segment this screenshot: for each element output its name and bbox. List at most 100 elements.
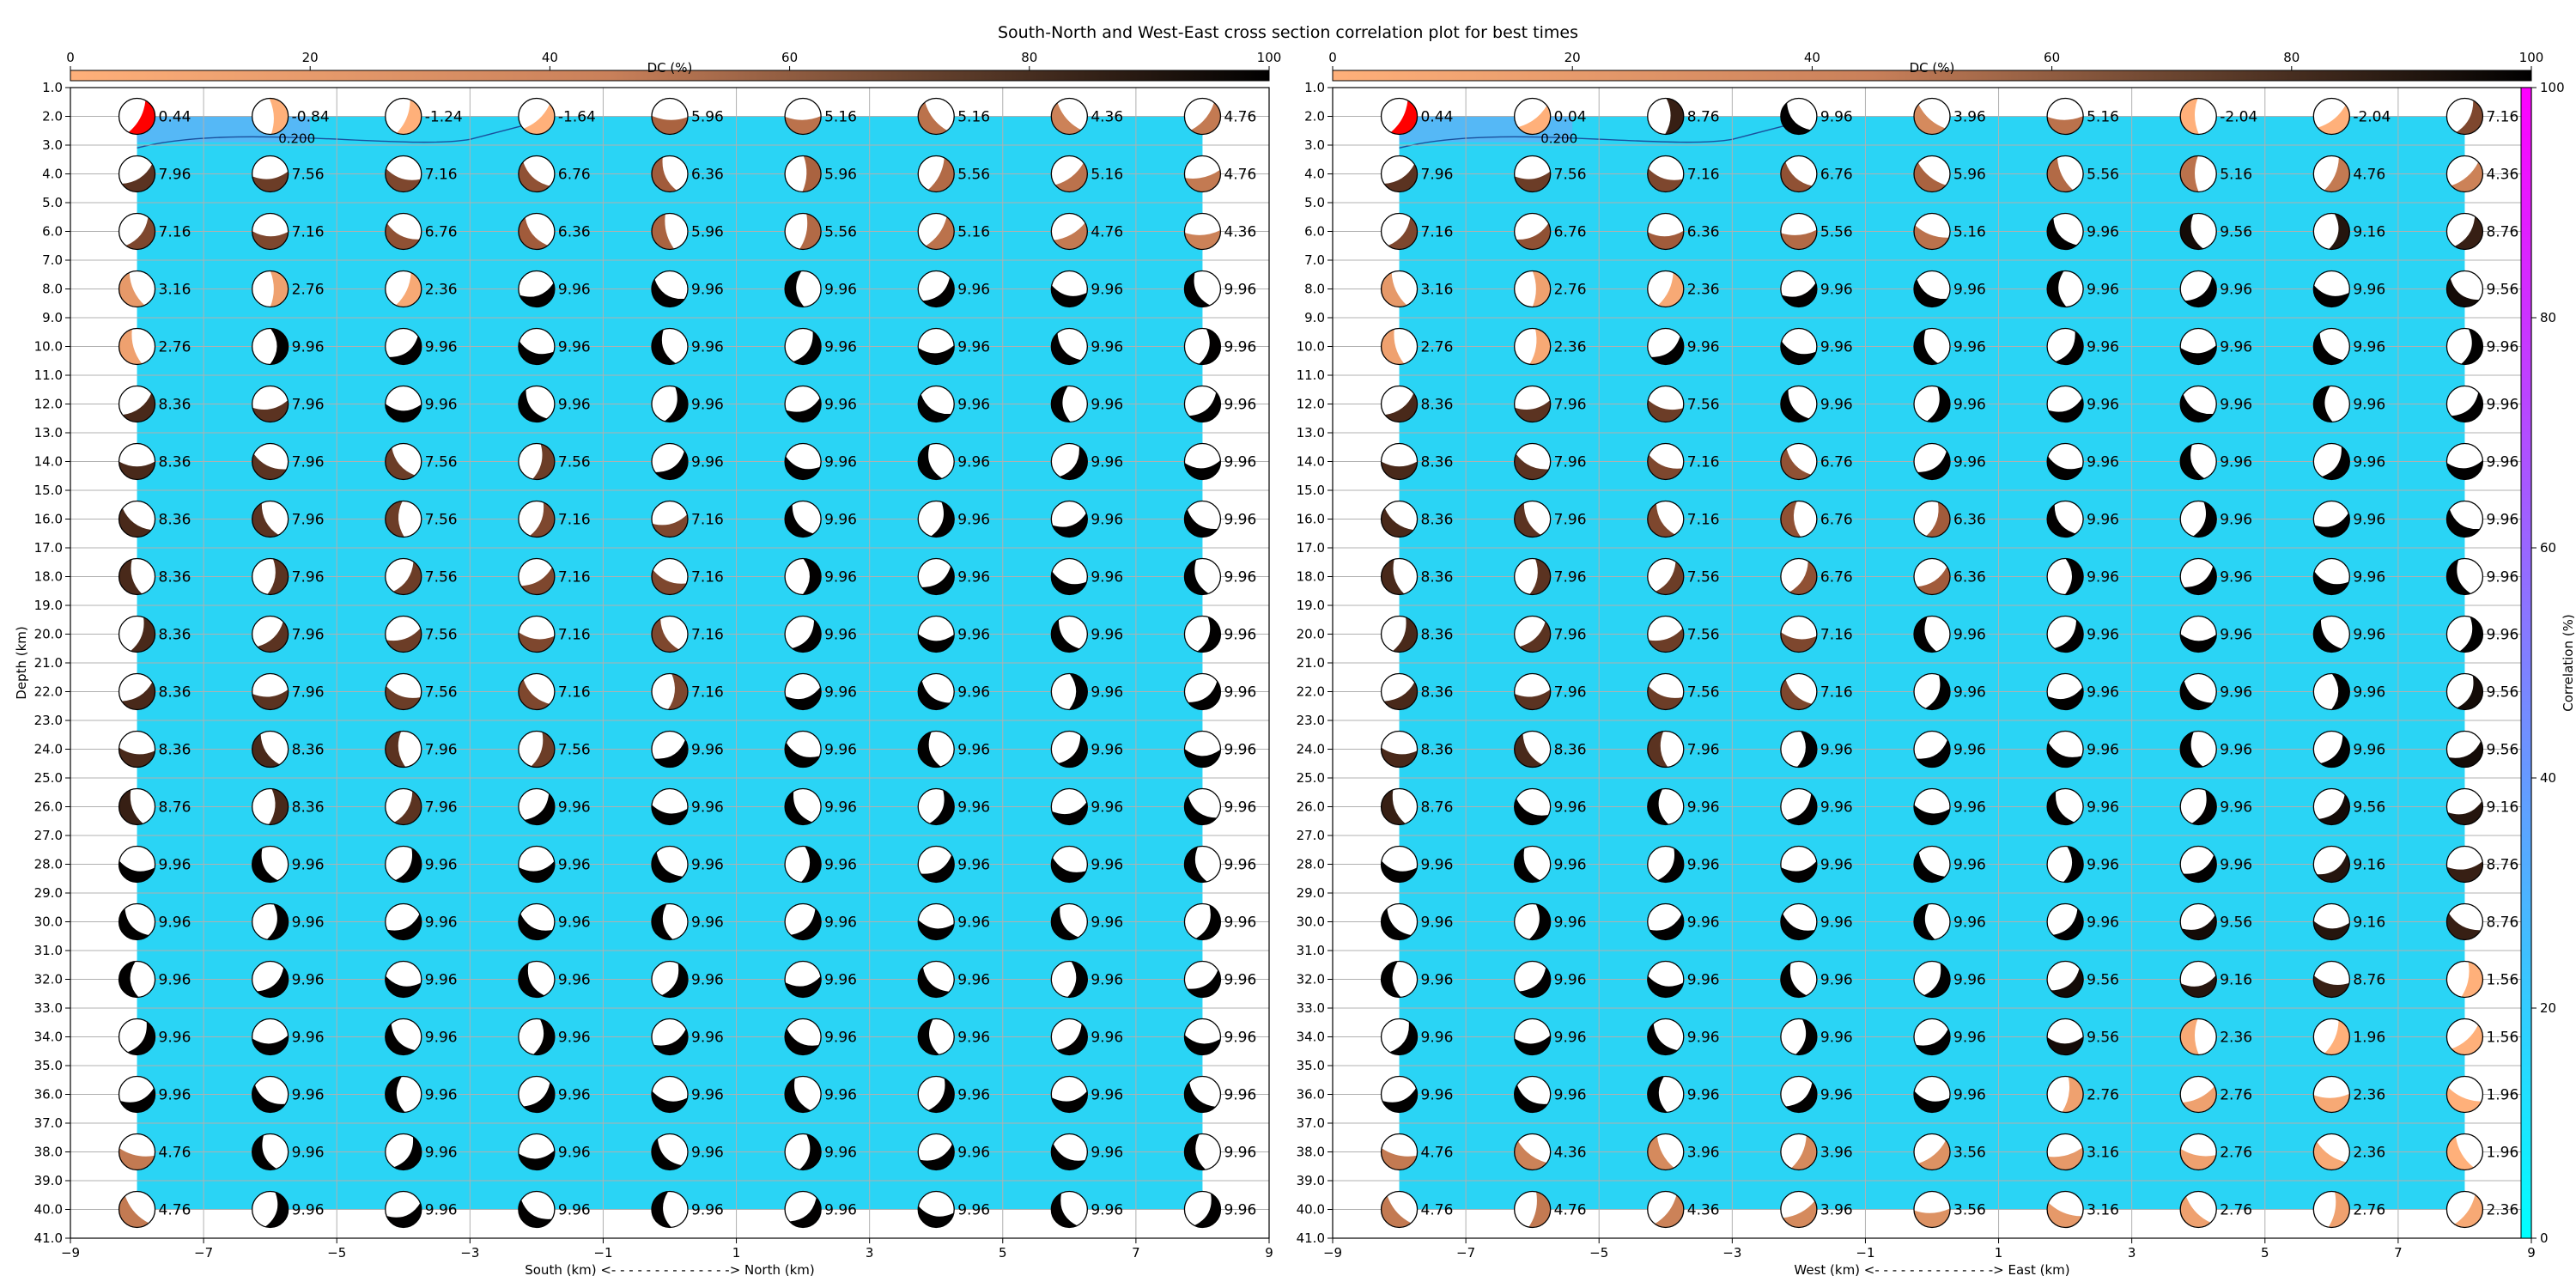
beachball-compressional — [2055, 331, 2084, 365]
beachball-outline — [2312, 500, 2350, 538]
solution-value-label: 6.36 — [1953, 512, 1986, 529]
beachball — [1380, 327, 1419, 366]
beachball-outline — [2445, 500, 2484, 538]
beachball — [518, 1190, 556, 1229]
beachball — [2179, 902, 2217, 941]
beachball-outline — [1183, 672, 1222, 711]
beachball-outline — [2046, 902, 2084, 941]
beachball — [1183, 385, 1222, 423]
beachball — [784, 442, 822, 481]
y-tick-label: 15.0 — [1297, 483, 1325, 498]
solution-value-label: 7.56 — [425, 684, 458, 702]
beachball-outline — [1647, 672, 1685, 711]
beachball — [2179, 1018, 2217, 1056]
beachball-compressional — [2180, 444, 2205, 480]
beachball-outline — [1913, 902, 1951, 941]
beachball-compressional — [1786, 793, 1817, 825]
beachball — [1514, 615, 1552, 653]
solution-value-label: 7.96 — [425, 799, 458, 817]
solution-value-label: 7.16 — [691, 512, 724, 529]
beachball-compressional — [1795, 1018, 1817, 1055]
beachball-outline — [1913, 442, 1951, 481]
beachball — [2046, 672, 2084, 711]
solution-value-label: 9.96 — [824, 742, 857, 759]
beachball-compressional — [2448, 740, 2483, 768]
solution-value-label: 9.96 — [2220, 339, 2252, 356]
beachball-compressional — [1780, 632, 1817, 653]
beachball-compressional — [1519, 967, 1551, 998]
beachball-compressional — [2313, 332, 2344, 365]
solution-value-label: 5.16 — [1091, 167, 1123, 184]
beachball-outline — [2445, 787, 2484, 826]
x-tick-label: −7 — [1456, 1245, 1475, 1261]
beachball — [2312, 787, 2350, 826]
beachball — [1647, 557, 1685, 596]
beachball-outline — [1183, 787, 1222, 826]
beachball — [1780, 845, 1818, 884]
beachball-outline — [2046, 787, 2084, 826]
beachball-compressional — [118, 1148, 155, 1170]
beachball — [2445, 385, 2484, 423]
solution-value-label: 9.56 — [2087, 1030, 2119, 1047]
beachball-compressional — [257, 967, 289, 998]
beachball — [651, 845, 689, 884]
beachball — [2312, 155, 2350, 193]
solution-value-label: 9.16 — [2486, 799, 2518, 817]
beachball — [518, 845, 556, 884]
beachball-outline — [1380, 615, 1419, 653]
beachball — [252, 1018, 289, 1056]
beachball-compressional — [1780, 679, 1813, 710]
solution-value-label: 9.96 — [292, 1145, 325, 1162]
beachball — [2445, 1190, 2484, 1229]
beachball — [1183, 672, 1222, 711]
beachball-outline — [385, 1133, 422, 1171]
solution-value-label: 9.96 — [1820, 1087, 1853, 1104]
beachball — [1913, 270, 1951, 308]
beachball — [2445, 672, 2484, 711]
beachball — [1780, 385, 1818, 423]
beachball-compressional — [1051, 619, 1080, 653]
beachball — [1183, 1190, 1222, 1229]
beachball — [2445, 327, 2484, 366]
beachball-compressional — [1780, 161, 1813, 192]
beachball — [1050, 787, 1088, 826]
beachball — [2046, 270, 2084, 308]
beachball — [1913, 327, 1951, 366]
solution-value-label: 9.96 — [2220, 627, 2252, 644]
beachball-outline — [1183, 730, 1222, 769]
beachball-outline — [385, 442, 422, 481]
beachball-outline — [1380, 557, 1419, 596]
beachball-compressional — [1785, 1082, 1817, 1113]
beachball-compressional — [785, 270, 805, 307]
beachball-outline — [1514, 270, 1552, 308]
beachball-outline — [252, 155, 289, 193]
solution-value-label: 9.96 — [824, 1202, 857, 1219]
y-tick-label: 21.0 — [1297, 655, 1325, 671]
solution-value-label: 7.56 — [1687, 627, 1720, 644]
beachball-outline — [385, 270, 422, 308]
beachball-outline — [1647, 557, 1685, 596]
beachball — [1647, 500, 1685, 538]
beachball-compressional — [1649, 914, 1684, 940]
beachball — [252, 845, 289, 884]
beachball-compressional — [1914, 225, 1949, 250]
solution-value-label: 9.96 — [2353, 684, 2385, 702]
y-tick-label: 27.0 — [34, 828, 63, 843]
beachball-compressional — [2316, 854, 2350, 883]
solution-value-label: 9.96 — [1091, 1087, 1123, 1104]
solution-value-label: -2.04 — [2220, 109, 2257, 126]
beachball — [1050, 615, 1088, 653]
beachball-outline — [1780, 442, 1818, 481]
beachball-compressional — [652, 852, 683, 883]
beachball — [2046, 155, 2084, 193]
beachball-compressional — [385, 1076, 405, 1113]
beachball — [1780, 97, 1818, 136]
beachball-outline — [2179, 1133, 2217, 1171]
beachball — [1050, 1018, 1088, 1056]
beachball-compressional — [118, 559, 143, 595]
beachball-outline — [917, 615, 955, 653]
solution-value-label: 9.96 — [2220, 282, 2252, 299]
solution-value-label: -0.84 — [292, 109, 330, 126]
solution-value-label: 9.96 — [1091, 454, 1123, 471]
beachball-outline — [2179, 902, 2217, 941]
